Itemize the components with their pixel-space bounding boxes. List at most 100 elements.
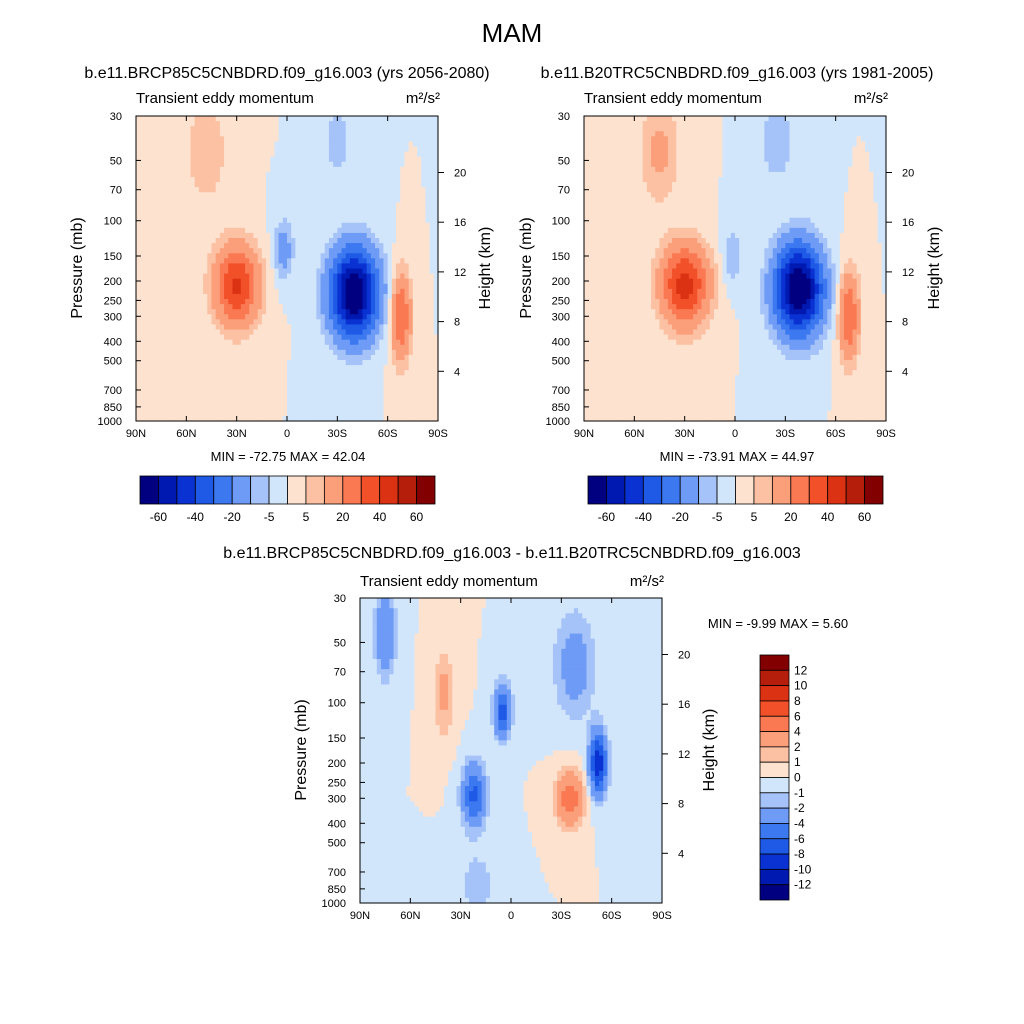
contour-cell	[370, 187, 376, 193]
contour-cell	[219, 354, 225, 361]
contour-cell	[433, 222, 439, 229]
contour-cell	[194, 319, 200, 326]
contour-cell	[404, 380, 410, 387]
contour-cell	[396, 410, 401, 417]
contour-cell	[588, 293, 593, 300]
contour-cell	[228, 334, 234, 341]
contour-cell	[303, 171, 309, 178]
contour-cell	[358, 126, 364, 132]
contour-cell	[266, 202, 271, 209]
contour-cell	[169, 136, 175, 143]
contour-cell	[224, 202, 229, 209]
contour-cell	[253, 339, 259, 346]
contour-cell	[169, 390, 175, 397]
contour-cell	[173, 263, 179, 270]
contour-cell	[600, 354, 606, 361]
contour-cell	[136, 166, 141, 173]
contour-cell	[354, 258, 359, 265]
contour-cell	[307, 263, 313, 270]
contour-cell	[173, 334, 179, 341]
contour-cell	[173, 395, 179, 402]
contour-cell	[270, 314, 276, 320]
contour-cell	[203, 314, 208, 320]
contour-cell	[182, 248, 187, 254]
contour-cell	[345, 202, 351, 209]
contour-cell	[421, 116, 427, 122]
contour-cell	[165, 227, 171, 234]
contour-cell	[161, 319, 166, 326]
contour-cell	[165, 268, 171, 275]
contour-cell	[207, 319, 213, 326]
contour-cell	[299, 131, 305, 137]
contour-cell	[303, 405, 309, 412]
contour-cell	[383, 227, 389, 234]
contour-cell	[186, 141, 192, 148]
contour-cell	[408, 248, 414, 254]
contour-cell	[354, 309, 359, 315]
contour-cell	[328, 390, 334, 397]
contour-cell	[144, 171, 150, 178]
contour-cell	[253, 375, 259, 381]
contour-cell	[354, 344, 359, 351]
contour-cell	[270, 182, 276, 188]
contour-cell	[253, 161, 259, 168]
contour-cell	[173, 202, 179, 209]
contour-cell	[287, 126, 292, 132]
contour-cell	[387, 192, 393, 198]
contour-cell	[592, 212, 598, 219]
contour-cell	[173, 273, 179, 280]
contour-cell	[429, 329, 435, 336]
contour-cell	[404, 304, 410, 310]
contour-cell	[148, 197, 154, 204]
contour-cell	[278, 395, 284, 402]
contour-cell	[203, 370, 208, 376]
contour-cell	[370, 268, 376, 275]
contour-cell	[203, 268, 208, 275]
contour-cell	[358, 232, 364, 239]
contour-cell	[596, 324, 602, 331]
contour-cell	[152, 375, 158, 381]
contour-cell	[282, 314, 288, 320]
contour-cell	[421, 217, 427, 224]
contour-cell	[337, 360, 343, 366]
contour-cell	[177, 339, 183, 346]
contour-cell	[354, 253, 359, 259]
contour-cell	[337, 192, 343, 198]
contour-cell	[341, 339, 347, 346]
contour-cell	[211, 324, 217, 331]
contour-cell	[396, 126, 401, 132]
contour-cell	[341, 268, 347, 275]
contour-cell	[425, 375, 431, 381]
contour-cell	[295, 207, 301, 214]
contour-cell	[429, 299, 435, 305]
contour-cell	[219, 405, 225, 412]
contour-cell	[161, 253, 166, 259]
contour-cell	[253, 268, 259, 275]
contour-cell	[588, 268, 593, 275]
contour-cell	[429, 166, 435, 173]
contour-cell	[316, 212, 322, 219]
contour-cell	[156, 354, 162, 361]
contour-cell	[333, 146, 338, 153]
contour-cell	[604, 380, 610, 387]
contour-cell	[140, 156, 145, 163]
contour-cell	[190, 273, 196, 280]
contour-cell	[274, 283, 280, 290]
contour-cell	[161, 354, 166, 361]
contour-cell	[433, 354, 439, 361]
contour-cell	[144, 329, 150, 336]
contour-cell	[182, 156, 187, 163]
contour-cell	[215, 161, 221, 168]
contour-cell	[421, 161, 427, 168]
contour-cell	[379, 212, 385, 219]
contour-cell	[379, 415, 385, 422]
contour-cell	[207, 126, 213, 132]
contour-cell	[245, 309, 250, 315]
contour-cell	[621, 258, 627, 265]
colorbar-swatch	[287, 475, 307, 505]
contour-cell	[358, 360, 364, 366]
contour-cell	[425, 207, 431, 214]
contour-cell	[165, 304, 171, 310]
contour-cell	[349, 232, 355, 239]
contour-cell	[604, 365, 610, 371]
